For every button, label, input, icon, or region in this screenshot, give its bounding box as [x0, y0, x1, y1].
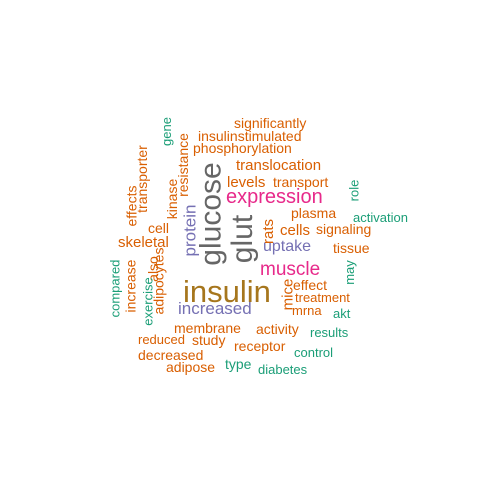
- word-glucose: glucose: [194, 162, 228, 266]
- word-gene: gene: [158, 117, 174, 146]
- word-muscle: muscle: [260, 259, 321, 280]
- word-protein: protein: [180, 204, 200, 257]
- word-rats: rats: [260, 218, 278, 245]
- word-skeletal: skeletal: [118, 234, 169, 251]
- word-significantly: significantly: [234, 115, 307, 131]
- word-activity: activity: [256, 321, 299, 337]
- word-membrane: membrane: [174, 320, 241, 336]
- word-may: may: [341, 260, 357, 285]
- word-cell: cell: [148, 220, 170, 236]
- word-adipose: adipose: [166, 359, 216, 375]
- word-treatment: treatment: [295, 290, 350, 305]
- word-signaling: signaling: [316, 221, 372, 237]
- word-akt: akt: [333, 306, 351, 321]
- word-effect: effect: [293, 277, 327, 293]
- word-role: role: [346, 179, 362, 202]
- word-study: study: [192, 332, 226, 348]
- word-mrna: mrna: [292, 303, 322, 318]
- word-insulinstimulated: insulinstimulated: [198, 128, 302, 144]
- word-type: type: [225, 356, 252, 372]
- word-activation: activation: [353, 210, 408, 225]
- word-phosphorylation: phosphorylation: [193, 140, 292, 156]
- word-expression: expression: [226, 186, 323, 208]
- word-receptor: receptor: [234, 338, 286, 354]
- word-increase: increase: [122, 259, 139, 313]
- word-diabetes: diabetes: [258, 362, 308, 377]
- word-resistance: resistance: [174, 133, 191, 197]
- word-decreased: decreased: [138, 347, 204, 363]
- word-transport: transport: [273, 174, 329, 190]
- word-reduced: reduced: [138, 332, 185, 347]
- word-effects: effects: [123, 185, 140, 227]
- word-uptake: uptake: [263, 238, 312, 255]
- word-control: control: [294, 345, 334, 360]
- word-insulin: insulin: [183, 274, 271, 309]
- word-compared: compared: [107, 259, 123, 318]
- word-tissue: tissue: [333, 240, 370, 256]
- word-cells: cells: [280, 222, 311, 239]
- word-glut: glut: [226, 214, 260, 264]
- word-plasma: plasma: [291, 205, 337, 221]
- word-results: results: [310, 325, 349, 340]
- word-increased: increased: [178, 299, 252, 318]
- word-translocation: translocation: [236, 157, 322, 174]
- word-levels: levels: [227, 174, 266, 191]
- word-exercise: exercise: [140, 277, 156, 326]
